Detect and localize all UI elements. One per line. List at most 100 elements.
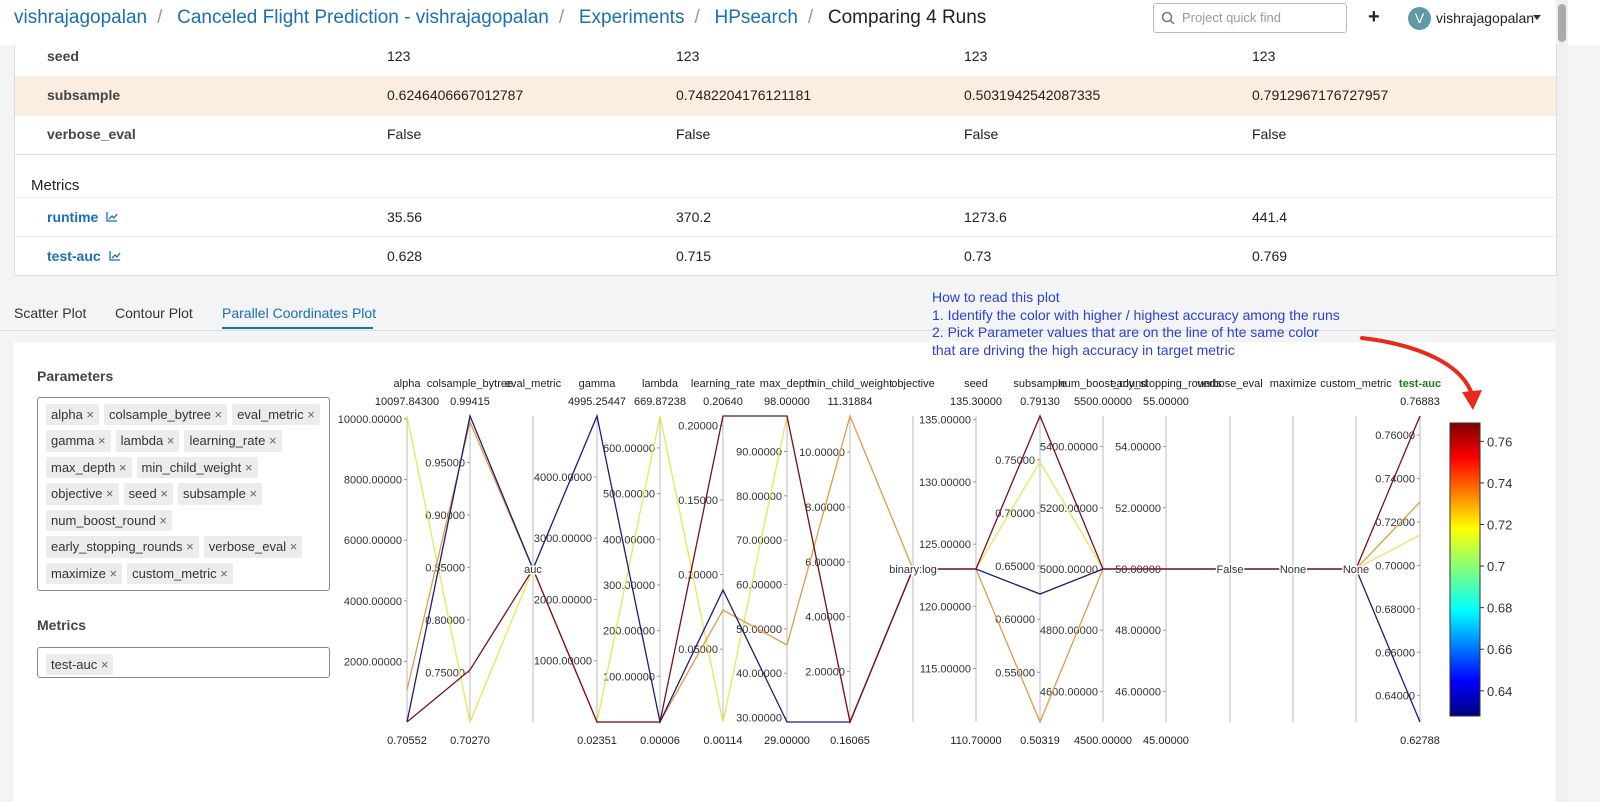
axis-max: 0.76883 [1400,396,1440,408]
axis-min: 0.02351 [577,735,617,747]
tab[interactable]: Scatter Plot [14,305,87,321]
tick-label: 0.85000 [425,562,465,574]
chip[interactable]: num_boost_round [46,509,173,532]
chip[interactable]: test-auc [46,654,114,675]
axis-max: 4995.25447 [568,396,626,408]
breadcrumb-item[interactable]: HPsearch [714,7,798,28]
user-name[interactable]: vishrajagopalan [1436,10,1535,26]
tick-label: 200.00000 [603,626,655,638]
tick-label: 10.00000 [799,447,845,459]
axis-min: 4500.00000 [1074,735,1132,747]
annotation-line: How to read this plot [932,289,1060,305]
row-highlight [15,76,1556,115]
chip[interactable]: early_stopping_rounds [46,536,199,558]
tick-label: 125.00000 [919,539,971,551]
category-label: auc [524,564,542,576]
chip[interactable]: max_depth [46,456,132,479]
tab[interactable]: Contour Plot [115,305,193,321]
axis-name: min_child_weight [808,378,892,390]
axis-name: num_boost_round [1059,378,1148,390]
tick-label: 60.00000 [736,580,782,592]
breadcrumb-separator: / [157,7,163,28]
axis-name: test-auc [1399,378,1441,390]
axis-name: subsample [1013,378,1066,390]
tick-label: 0.55000 [995,667,1035,679]
tick-label: 5000.00000 [1040,564,1098,576]
divider [15,76,1556,77]
metric-name[interactable]: test-auc [47,248,121,264]
param-name: subsample [47,87,121,103]
tick-label: 0.90000 [425,510,465,522]
tab-underline [222,327,373,329]
tick-label: 6.00000 [805,557,845,569]
tick-label: 70.00000 [736,535,782,547]
tick-label: 135.00000 [919,415,971,427]
tick-label: 50.00000 [1115,564,1161,576]
chart-icon[interactable] [106,211,118,222]
colorbar-label: 0.64 [1487,684,1512,699]
axis-max: 0.79130 [1020,396,1060,408]
axis-name: eval_metric [505,378,562,390]
tick-label: 0.74000 [1375,474,1415,486]
cell: 0.715 [676,248,712,264]
chip[interactable]: eval_metric [232,404,320,426]
axis-max: 669.87238 [634,396,686,408]
metric-name[interactable]: runtime [47,209,118,225]
cell: 0.769 [1252,248,1288,264]
chart-icon[interactable] [109,250,121,261]
chip[interactable]: learning_rate [184,430,282,452]
search-icon [1161,11,1175,25]
scrollbar[interactable] [1556,0,1568,802]
category-label: None [1280,564,1306,576]
axis-max: 10097.84300 [375,396,439,408]
caret [1533,15,1541,20]
axis-max: 55.00000 [1143,396,1189,408]
tick-label: 0.64000 [1375,691,1415,703]
chip[interactable]: seed [123,483,173,505]
tick-label: 0.10000 [678,570,718,582]
search-placeholder: Project quick find [1182,10,1281,25]
tick-label: 1000.00000 [534,656,592,668]
compare-table: seed 123 123 123 123 subsample 0.6246406667012… [14,45,1557,276]
parameter-chips: alphacolsample_bytreeeval_metricgammalam… [37,397,330,591]
tab[interactable]: Parallel Coordinates Plot [222,305,377,321]
tick-label: 600.00000 [603,443,655,455]
cell: 0.73 [964,248,992,264]
breadcrumb-item[interactable]: Experiments [578,7,685,28]
axis-name: seed [964,378,988,390]
chip[interactable]: gamma [46,430,111,452]
annotation-line: that are driving the high accuracy in ta… [932,342,1235,359]
tick-label: 0.75000 [995,455,1035,467]
axis-name: early_stopping_rounds [1110,378,1222,390]
search-box[interactable]: Project quick find [1153,3,1347,33]
divider [15,115,1556,116]
tick-label: 4600.00000 [1040,686,1098,698]
chip[interactable]: colsample_bytree [104,404,228,426]
axis-max: 0.20640 [703,396,743,408]
chip[interactable]: verbose_eval [203,536,303,558]
avatar[interactable]: V [1408,7,1431,30]
chip[interactable]: objective [46,483,119,505]
axis-max: 11.31884 [827,396,872,408]
colorbar-label: 0.76 [1487,434,1512,449]
axis-name: maximize [1270,378,1316,390]
tick-label: 2000.00000 [344,656,402,668]
param-name: verbose_eval [47,126,136,142]
add-button[interactable]: + [1368,6,1380,28]
chip[interactable]: custom_metric [127,562,233,584]
chip[interactable]: subsample [177,483,263,505]
breadcrumb-item[interactable]: vishrajagopalan [14,7,148,28]
tick-label: 500.00000 [603,489,655,501]
cell: 0.7912967176727957 [1252,87,1389,103]
tick-label: 0.95000 [425,457,465,469]
chip[interactable]: maximize [46,562,123,584]
axis-min: 0.50319 [1020,735,1060,747]
breadcrumb-item[interactable]: Canceled Flight Prediction - vishrajagop… [177,7,549,28]
tick-label: 80.00000 [736,491,782,503]
chip[interactable]: alpha [46,404,100,426]
cell: 0.7482204176121181 [676,87,812,103]
chip[interactable]: lambda [115,430,180,452]
chip[interactable]: min_child_weight [136,456,258,479]
axis-name: learning_rate [691,378,755,390]
category-label: False [1217,564,1244,576]
